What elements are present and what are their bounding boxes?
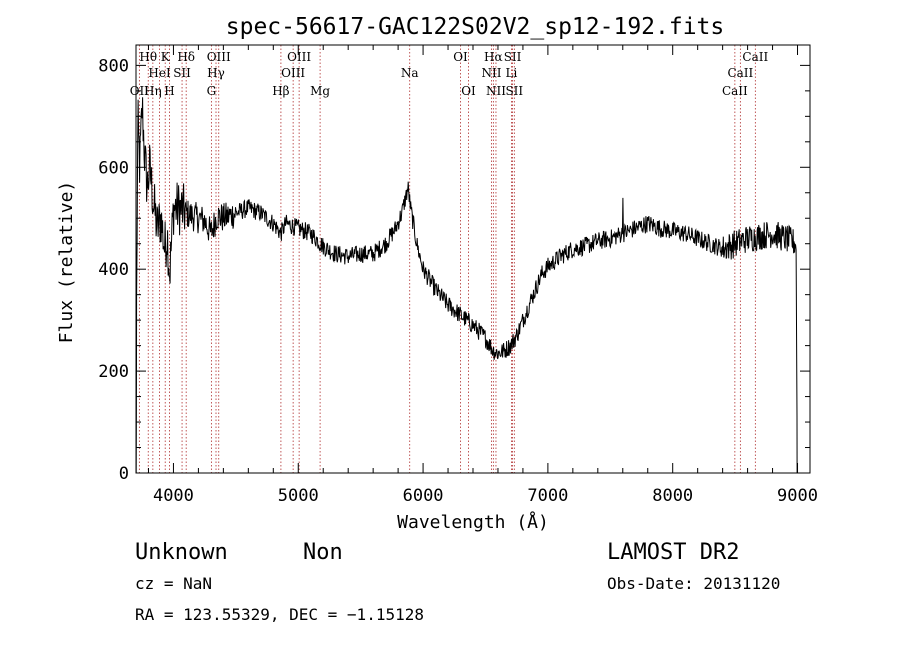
x-axis-ticks: 4000 5000 6000 7000 8000 9000 <box>147 45 818 506</box>
line-marker-label: HeI <box>148 66 171 80</box>
line-marker-label: K <box>161 50 171 64</box>
line-marker-label: CaII <box>722 84 748 98</box>
line-marker-label: Hα <box>484 50 503 64</box>
survey-label: LAMOST DR2 <box>607 540 739 565</box>
line-marker-label: OI <box>461 84 476 98</box>
y-tick-label: 0 <box>119 464 129 484</box>
x-tick-label: 7000 <box>527 486 568 506</box>
x-axis-label: Wavelength (Å) <box>397 511 549 533</box>
line-marker-label: Mg <box>310 84 330 98</box>
y-axis-ticks: 0 200 400 600 800 <box>98 56 810 484</box>
coordinates-text: RA = 123.55329, DEC = −1.15128 <box>135 605 424 624</box>
line-marker-label: OIII <box>281 66 305 80</box>
line-marker-label: Hβ <box>272 84 289 98</box>
line-markers <box>138 45 756 473</box>
line-marker-label: SII <box>505 84 523 98</box>
line-marker-label: Hθ <box>139 50 157 64</box>
line-marker-label: CaII <box>727 66 753 80</box>
plot-frame <box>135 44 811 474</box>
obs-date-text: Obs-Date: 20131120 <box>607 574 780 593</box>
object-subclass: Non <box>303 540 343 565</box>
spectrum-line <box>135 97 798 474</box>
y-tick-label: 600 <box>98 158 129 178</box>
y-tick-label: 200 <box>98 362 129 382</box>
y-tick-label: 400 <box>98 260 129 280</box>
line-marker-label: Li <box>506 66 518 80</box>
line-marker-label: SII <box>173 66 191 80</box>
x-tick-label: 5000 <box>278 486 319 506</box>
line-marker-label: Hη <box>144 84 162 98</box>
line-marker-label: H <box>164 84 174 98</box>
object-class: Unknown <box>135 540 228 565</box>
x-tick-label: 6000 <box>403 486 444 506</box>
line-marker-label: SII <box>504 50 522 64</box>
line-marker-label: Hδ <box>177 50 195 64</box>
x-tick-label: 8000 <box>652 486 693 506</box>
redshift-text: cz = NaN <box>135 574 212 593</box>
y-tick-label: 800 <box>98 56 129 76</box>
line-marker-label: OI <box>453 50 468 64</box>
line-marker-label: Hγ <box>207 66 225 80</box>
chart-title: spec-56617-GAC122S02V2_sp12-192.fits <box>226 14 725 40</box>
line-marker-label: NII <box>486 84 506 98</box>
line-marker-label: G <box>207 84 217 98</box>
line-marker-label: NII <box>481 66 501 80</box>
line-marker-label: Na <box>401 66 419 80</box>
line-marker-label: OIII <box>287 50 311 64</box>
x-tick-label: 9000 <box>777 486 818 506</box>
line-marker-label: OIII <box>207 50 231 64</box>
line-marker-label: CaII <box>742 50 768 64</box>
x-tick-label: 4000 <box>153 486 194 506</box>
y-axis-label: Flux (relative) <box>56 181 77 344</box>
